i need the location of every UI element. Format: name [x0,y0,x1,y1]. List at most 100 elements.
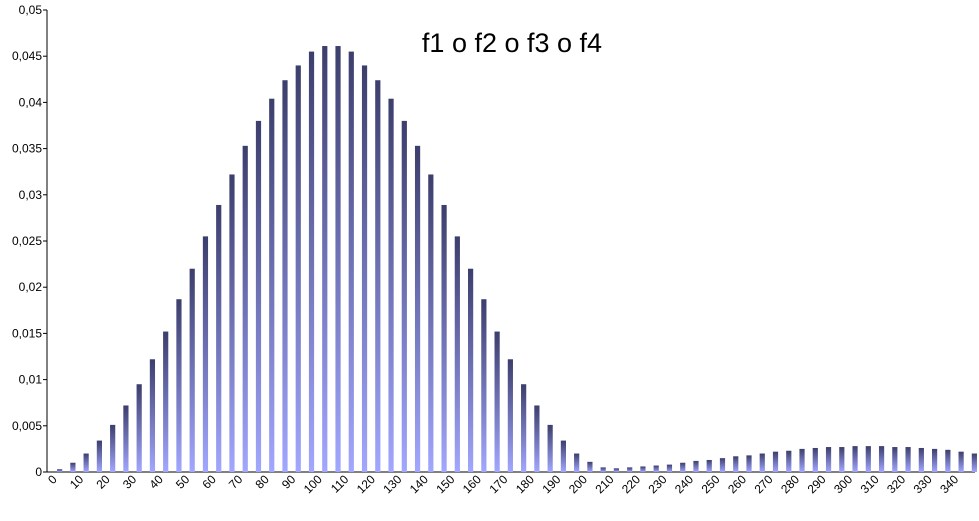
x-tick-label: 110 [328,472,352,496]
bar [852,446,858,472]
y-tick-label: 0,005 [12,419,42,433]
x-tick-label: 90 [279,472,299,492]
x-tick-label: 150 [433,472,457,496]
x-tick-label: 300 [831,472,855,496]
x-tick-label: 330 [911,472,935,496]
bar [481,299,487,472]
bar [918,447,924,472]
y-tick-label: 0,03 [19,188,43,202]
bar [640,466,646,472]
bar [189,268,195,472]
x-tick-label: 120 [354,472,378,496]
bar [627,467,633,472]
bar [600,467,606,472]
y-tick-label: 0,025 [12,234,42,248]
y-tick-label: 0,02 [19,280,43,294]
x-tick-label: 340 [937,472,961,496]
bar [229,174,235,473]
bar [308,51,315,472]
bar [269,98,275,472]
bar [945,449,951,472]
x-tick-label: 180 [513,472,537,496]
x-tick-label: 30 [120,472,140,492]
x-tick-label: 50 [173,472,193,492]
x-tick-label: 130 [380,472,404,496]
x-tick-label: 170 [486,472,510,496]
bar [507,359,513,472]
x-tick-label: 250 [699,472,723,496]
x-tick-label: 320 [884,472,908,496]
bar [892,447,898,472]
bar [613,468,620,472]
bar [680,462,686,472]
bar [96,440,102,472]
y-tick-label: 0,04 [19,95,43,109]
bar [414,145,421,472]
bar [786,450,792,472]
bar [149,359,156,472]
bar [825,447,832,472]
x-tick-label: 220 [619,472,643,496]
bar [255,120,262,472]
bar [83,453,89,472]
bar [70,462,76,472]
bar [719,458,726,472]
bar [759,453,765,472]
bar [348,51,354,472]
bar [812,447,818,472]
bar [136,384,142,472]
bar [468,268,474,472]
bar [375,80,381,472]
x-tick-label: 160 [460,472,484,496]
x-tick-label: 0 [45,472,60,487]
bar [401,120,407,472]
bar [693,460,699,472]
bar [494,331,500,472]
bar [878,446,885,472]
bar [388,98,394,472]
bar [441,204,447,473]
x-tick-label: 40 [146,472,166,492]
x-tick-label: 20 [93,472,113,492]
bar [560,440,566,472]
y-tick-label: 0 [35,465,42,479]
x-tick-label: 270 [752,472,776,496]
x-tick-label: 310 [858,472,882,496]
x-tick-label: 70 [226,472,246,492]
y-tick-label: 0,045 [12,49,42,63]
bar [865,446,871,472]
bar [905,447,911,472]
bar [733,456,739,472]
bar [772,451,779,472]
bar [653,465,659,472]
bar [295,65,301,472]
x-tick-label: 260 [725,472,749,496]
x-tick-label: 140 [407,472,431,496]
x-tick-label: 230 [646,472,670,496]
x-tick-label: 190 [539,472,563,496]
bar [799,448,805,472]
bar [574,453,580,472]
chart-title: f1 o f2 o f3 o f4 [422,28,602,58]
bar [839,447,845,472]
bar [202,236,209,472]
bar [123,405,129,472]
bar [521,384,527,472]
bar [428,174,434,473]
bar [587,461,593,472]
x-tick-label: 80 [253,472,273,492]
bar [547,424,553,472]
bar [361,65,368,472]
bar [163,331,169,472]
bar [176,299,182,472]
x-tick-label: 100 [301,472,325,496]
bar [216,204,222,473]
bar [534,405,540,472]
y-tick-label: 0,035 [12,142,42,156]
y-tick-label: 0,01 [19,373,43,387]
x-tick-label: 290 [805,472,829,496]
y-tick-label: 0,05 [19,3,43,17]
bar [666,464,673,472]
bar [706,459,712,472]
